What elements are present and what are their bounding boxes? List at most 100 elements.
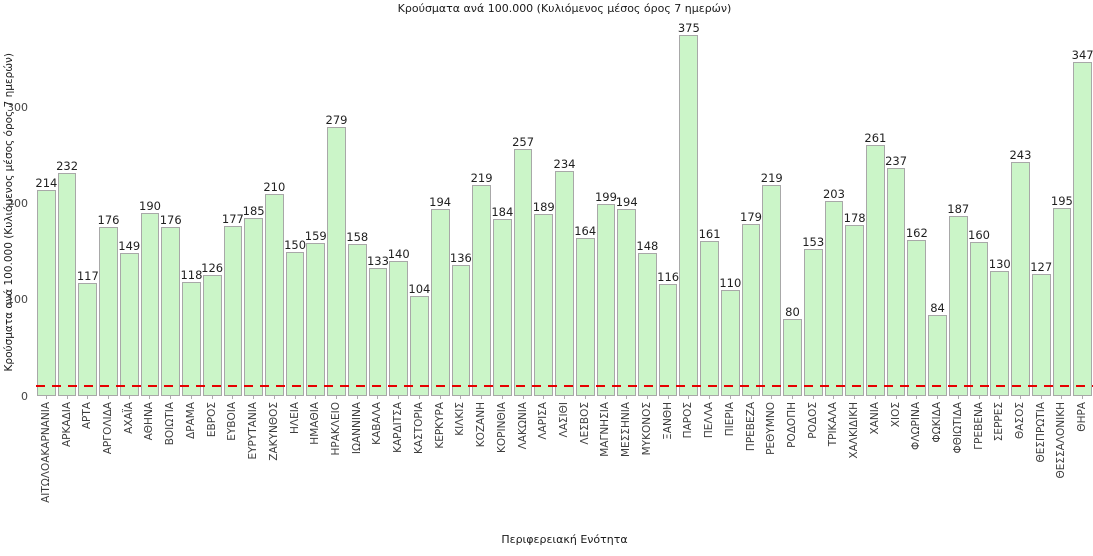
bar — [327, 127, 346, 396]
bar-value-label: 162 — [905, 226, 928, 240]
bar — [78, 283, 98, 396]
y-tick-label: 300 — [7, 100, 28, 114]
x-tick-mark — [149, 396, 151, 399]
bar — [1052, 208, 1072, 396]
x-tick-mark — [667, 396, 669, 399]
x-tick-label: ΛΑΡΙΣΑ — [537, 402, 550, 440]
x-tick-mark — [543, 396, 545, 399]
x-tick-label: ΦΛΩΡΙΝΑ — [910, 402, 923, 450]
x-tick-label: ΘΕΣΠΡΩΤΙΑ — [1034, 402, 1047, 463]
bar-value-label: 210 — [263, 179, 286, 194]
x-tick-label: ΗΜΑΘΙΑ — [309, 402, 322, 445]
x-tick-mark — [688, 396, 690, 399]
y-tick-label: 100 — [7, 293, 28, 307]
x-tick-mark — [45, 396, 47, 399]
bar — [1011, 162, 1030, 396]
bar-value-label: 117 — [76, 269, 99, 284]
bar — [803, 248, 823, 396]
x-tick-label: ΙΩΑΝΝΙΝΑ — [350, 402, 363, 455]
x-tick-mark — [1040, 396, 1042, 399]
bar — [534, 214, 554, 396]
y-axis-ticks: 0 100 200 300 — [0, 0, 33, 403]
bar-value-label: 136 — [449, 251, 472, 266]
x-tick-mark — [646, 396, 648, 399]
bar-value-label: 203 — [822, 186, 845, 201]
x-tick-mark — [957, 396, 959, 399]
bar-value-label: 133 — [366, 253, 389, 268]
bar-value-label: 80 — [785, 304, 800, 319]
x-tick-mark — [190, 396, 192, 399]
bar-value-label: 118 — [180, 268, 203, 283]
bar — [1073, 61, 1092, 396]
x-tick-mark — [315, 396, 317, 399]
bar — [762, 185, 782, 396]
bar-value-label: 104 — [408, 281, 431, 296]
bar — [513, 148, 533, 396]
x-tick-label: ΦΘΙΩΤΙΔΑ — [951, 402, 964, 454]
bar-value-label: 375 — [677, 20, 700, 35]
bar-value-label: 184 — [491, 204, 514, 219]
y-tick-label: 200 — [7, 196, 28, 210]
x-tick-mark — [605, 396, 607, 399]
bar-value-label: 149 — [118, 238, 141, 253]
bar — [492, 218, 512, 396]
bar — [389, 261, 409, 396]
x-tick-label: ΠΑΡΟΣ — [682, 402, 695, 439]
x-tick-label: ΜΥΚΟΝΟΣ — [640, 402, 653, 456]
x-tick-mark — [626, 396, 628, 399]
x-tick-mark — [937, 396, 939, 399]
x-tick-label: ΕΥΡΥΤΑΝΙΑ — [247, 402, 260, 460]
x-tick-mark — [356, 396, 358, 399]
x-tick-label: ΚΟΡΙΝΘΙΑ — [495, 402, 508, 453]
bar-value-label: 219 — [760, 171, 783, 186]
x-tick-label: ΑΘΗΝΑ — [143, 402, 156, 441]
x-tick-mark — [1019, 396, 1021, 399]
x-tick-mark — [771, 396, 773, 399]
x-tick-label: ΚΑΒΑΛΑ — [371, 402, 384, 445]
x-tick-label: ΜΕΣΣΗΝΙΑ — [620, 402, 633, 457]
bar — [244, 217, 263, 396]
x-tick-mark — [564, 396, 565, 399]
x-tick-mark — [584, 396, 586, 399]
x-tick-mark — [128, 396, 130, 399]
x-tick-label: ΧΑΝΙΑ — [868, 402, 881, 435]
x-tick-label: ΘΕΣΣΑΛΟΝΙΚΗ — [1055, 402, 1068, 479]
bar-value-label: 194 — [615, 195, 638, 210]
x-tick-label: ΚΑΡΔΙΤΣΑ — [392, 402, 405, 453]
x-tick-label: ΜΑΓΝΗΣΙΑ — [599, 402, 612, 457]
bar-value-label: 279 — [325, 113, 348, 128]
bar-value-label: 164 — [574, 224, 597, 239]
x-tick-mark — [501, 396, 503, 399]
x-tick-mark — [253, 396, 255, 399]
bar-value-label: 126 — [201, 260, 224, 275]
x-tick-label: ΠΡΕΒΕΖΑ — [744, 402, 757, 452]
bar — [410, 295, 429, 396]
bar — [638, 253, 657, 396]
bar — [948, 215, 968, 396]
x-tick-label: ΡΟΔΟΣ — [806, 402, 819, 439]
x-tick-label: ΛΕΣΒΟΣ — [578, 402, 591, 445]
bar — [472, 185, 491, 396]
x-tick-label: ΘΑΣΟΣ — [1013, 402, 1026, 439]
x-tick-label: ΠΙΕΡΙΑ — [723, 402, 736, 437]
bar — [57, 172, 77, 396]
bar — [617, 209, 637, 396]
x-tick-label: ΑΧΑΪΑ — [122, 402, 135, 434]
bar — [658, 284, 678, 396]
bar-value-label: 84 — [930, 301, 945, 316]
bar — [866, 144, 885, 396]
x-tick-mark — [377, 396, 379, 399]
bar-value-label: 187 — [947, 201, 970, 216]
x-tick-mark — [709, 396, 711, 399]
x-tick-label: ΚΕΡΚΥΡΑ — [433, 402, 446, 449]
x-tick-label: ΕΒΡΟΣ — [205, 402, 218, 438]
x-tick-label: ΠΕΛΛΑ — [703, 402, 716, 439]
x-tick-label: ΒΟΙΩΤΙΑ — [164, 402, 177, 446]
bar-value-label: 140 — [387, 247, 410, 262]
x-tick-label: ΗΡΑΚΛΕΙΟ — [330, 402, 343, 456]
bar — [119, 252, 139, 396]
bar-value-label: 179 — [740, 209, 762, 224]
bar-value-label: 190 — [139, 199, 161, 214]
x-tick-mark — [1082, 396, 1084, 399]
